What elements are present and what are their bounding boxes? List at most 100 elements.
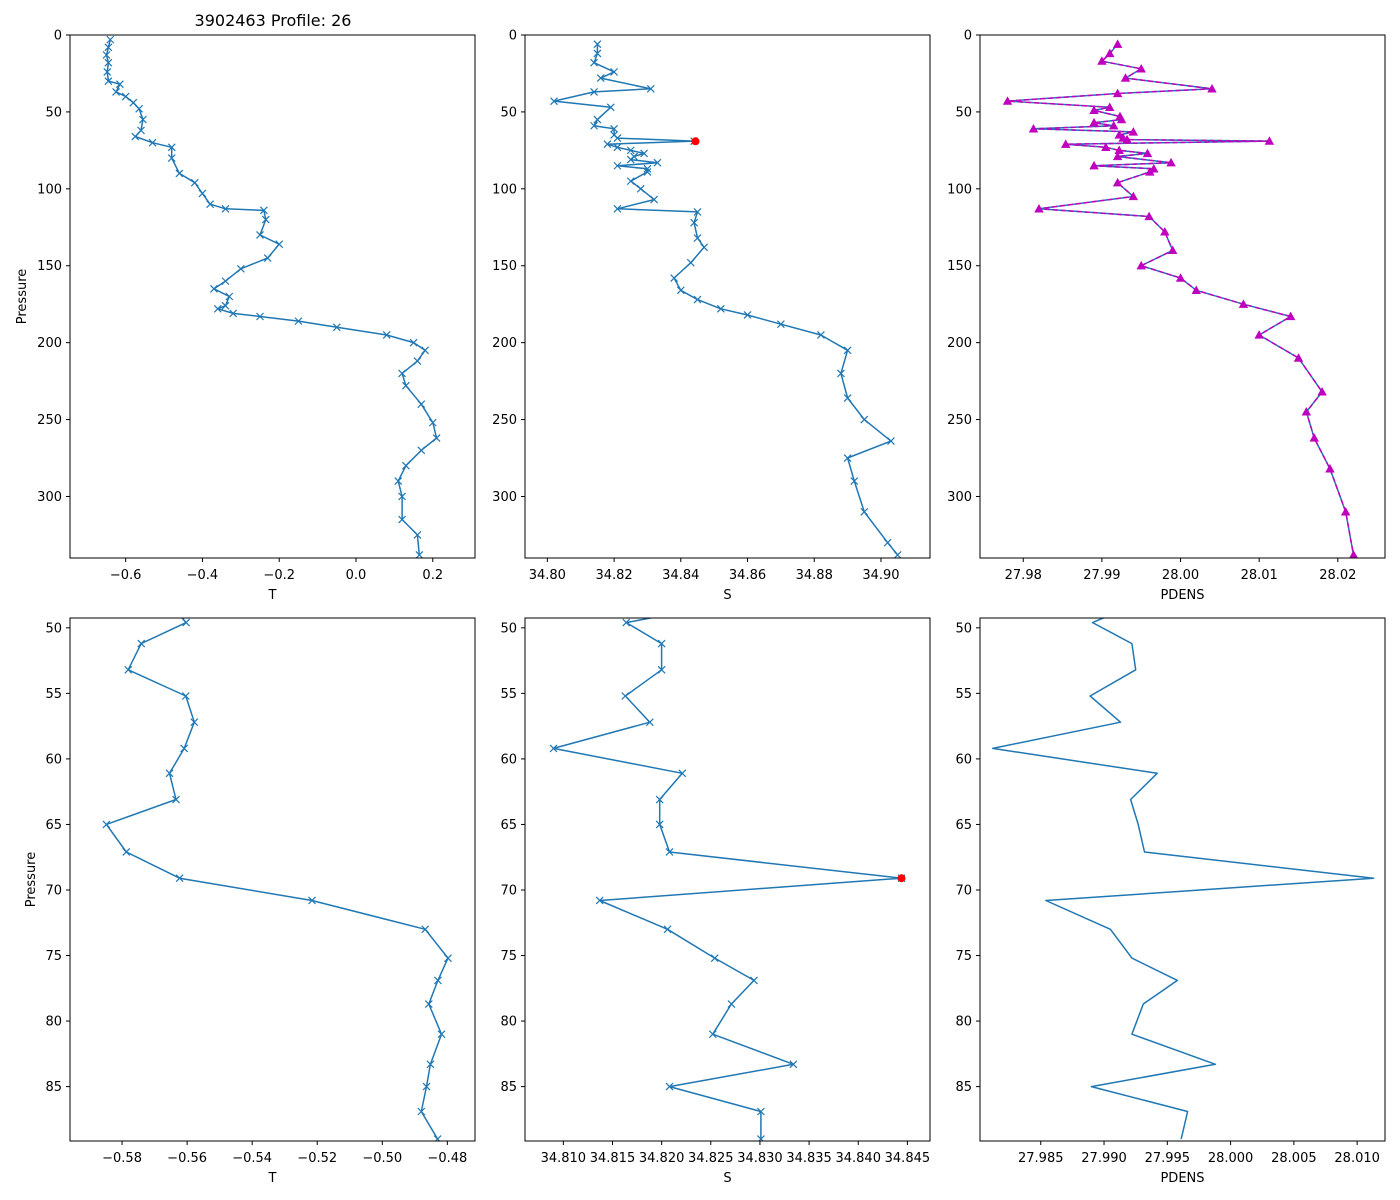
data-point-marker <box>180 744 189 753</box>
data-point-marker <box>122 848 131 856</box>
y-tick-label: 100 <box>947 182 972 197</box>
data-point-marker <box>181 692 190 700</box>
data-point-marker <box>610 124 618 133</box>
y-tick-label: 75 <box>500 949 517 964</box>
data-point-marker <box>1061 139 1071 148</box>
data-point-marker <box>422 1082 431 1091</box>
y-tick-label: 0 <box>509 29 517 44</box>
y-tick-label: 70 <box>955 883 972 898</box>
data-point-marker <box>413 531 422 539</box>
x-tick-label: −0.48 <box>427 1151 467 1166</box>
data-point-marker <box>626 177 635 186</box>
x-tick-label: −0.52 <box>297 1151 337 1166</box>
data-point-marker <box>663 925 672 934</box>
data-point-marker <box>332 323 341 332</box>
data-point-marker <box>1301 407 1312 416</box>
data-point-marker <box>1160 227 1170 236</box>
subplot-top-temp: −0.6 −0.4 −0.2 0.0 0.2 0 50 100 150 200 250 300 T Pre… <box>15 29 476 603</box>
data-point-marker <box>789 1060 798 1069</box>
data-point-marker <box>426 1060 435 1069</box>
y-tick-label: 75 <box>955 949 972 964</box>
x-tick-label: 27.985 <box>1018 1151 1064 1166</box>
data-point-marker <box>1114 145 1124 155</box>
data-point-marker <box>1349 550 1358 558</box>
axes-frame <box>524 617 931 1142</box>
data-point-marker <box>206 200 215 209</box>
data-point-marker <box>1114 130 1124 139</box>
series-line <box>552 618 903 1139</box>
x-axis-label: S <box>723 588 731 603</box>
data-point-marker <box>275 240 284 249</box>
data-point-marker <box>213 304 222 313</box>
data-point-marker <box>172 795 180 804</box>
y-tick-label: 100 <box>37 182 62 197</box>
data-point-marker <box>1002 96 1013 105</box>
data-point-marker <box>1105 48 1115 58</box>
data-point-marker <box>887 437 895 446</box>
data-point-marker <box>1175 273 1186 282</box>
data-point-marker <box>1166 157 1176 167</box>
data-point-marker <box>860 507 869 516</box>
data-point-marker <box>693 234 702 242</box>
data-point-marker <box>590 87 598 96</box>
x-tick-label: 34.80 <box>529 568 566 583</box>
x-axis-label: PDENS <box>1160 1171 1204 1186</box>
subplot-top-dens: 27.98 27.99 28.00 28.01 28.02 0 50 100 150 200 250… <box>947 29 1386 603</box>
data-point-marker <box>190 718 199 727</box>
data-point-marker <box>593 115 602 124</box>
subplot-bot-dens: 27.985 27.990 27.995 28.000 28.005 28.010 50 55… <box>955 617 1386 1186</box>
data-point-marker <box>1108 120 1119 130</box>
data-point-marker <box>665 848 674 856</box>
data-point-marker <box>210 284 218 293</box>
x-tick-label: 34.815 <box>590 1151 636 1166</box>
data-point-marker <box>710 954 719 963</box>
data-point-marker <box>221 301 230 310</box>
y-axis-label: Pressure <box>15 269 30 325</box>
data-point-marker <box>1238 299 1249 308</box>
x-tick-label: 28.000 <box>1208 1151 1254 1166</box>
x-tick-label: −0.58 <box>102 1151 142 1166</box>
y-tick-label: 50 <box>955 105 972 120</box>
x-tick-label: 0.2 <box>422 568 443 583</box>
y-tick-label: 250 <box>37 413 62 428</box>
y-tick-label: 300 <box>947 490 972 505</box>
series-line-dashed <box>1007 43 1355 556</box>
data-point-marker <box>1191 285 1201 295</box>
data-point-marker <box>221 277 230 286</box>
y-tick-label: 300 <box>37 490 62 505</box>
data-point-marker <box>1089 160 1099 170</box>
data-point-marker <box>816 331 825 339</box>
data-point-marker <box>261 215 270 224</box>
plot-area <box>1002 39 1358 558</box>
x-tick-label: 27.99 <box>1083 568 1120 583</box>
data-point-marker <box>167 154 176 162</box>
data-point-marker <box>139 115 147 124</box>
data-point-marker <box>308 896 316 905</box>
data-point-marker <box>401 381 410 390</box>
data-point-marker <box>1097 56 1107 65</box>
plot-area <box>991 618 1375 1140</box>
y-tick-label: 300 <box>492 490 517 505</box>
y-tick-label: 60 <box>500 752 517 767</box>
data-point-marker <box>837 369 845 378</box>
x-tick-label: 34.86 <box>729 568 766 583</box>
data-point-marker <box>409 338 418 347</box>
data-point-marker <box>550 97 558 106</box>
y-tick-label: 55 <box>500 687 517 702</box>
y-tick-label: 50 <box>500 621 517 636</box>
data-point-marker <box>417 446 426 455</box>
x-axis-label: T <box>268 588 277 603</box>
series-line <box>105 618 449 1140</box>
data-point-marker <box>622 618 631 627</box>
data-point-marker <box>1142 148 1153 158</box>
x-tick-label: 0.0 <box>346 568 367 583</box>
x-tick-label: 34.830 <box>737 1151 783 1166</box>
data-point-marker <box>229 309 238 318</box>
y-tick-label: 80 <box>45 1015 62 1030</box>
y-tick-label: 50 <box>45 105 62 120</box>
data-point-marker <box>613 134 622 142</box>
data-point-marker <box>102 51 111 59</box>
data-point-marker <box>645 718 654 727</box>
data-point-marker <box>103 67 112 76</box>
data-point-marker <box>686 258 695 267</box>
